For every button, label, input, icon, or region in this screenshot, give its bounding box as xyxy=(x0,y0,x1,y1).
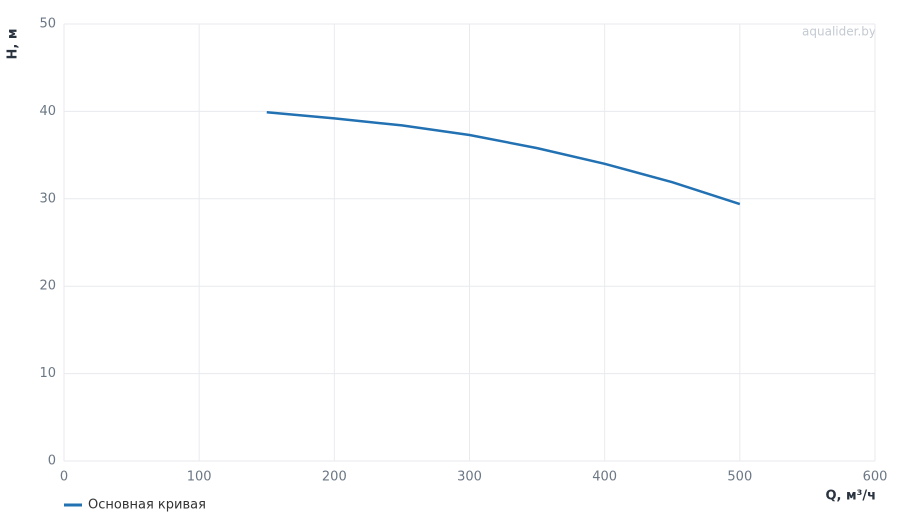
x-tick-label: 300 xyxy=(457,470,482,485)
y-tick-label: 40 xyxy=(39,104,56,119)
x-tick-label: 500 xyxy=(727,470,752,485)
y-axis-label: H, м xyxy=(6,29,21,60)
x-tick-label: 400 xyxy=(592,470,617,485)
y-tick-label: 50 xyxy=(39,17,56,32)
x-tick-label: 200 xyxy=(322,470,347,485)
y-tick-label: 0 xyxy=(48,454,56,469)
y-tick-label: 10 xyxy=(39,366,56,381)
x-axis-label: Q, м³/ч xyxy=(825,489,876,504)
legend-label: Основная кривая xyxy=(88,498,206,513)
watermark: aqualider.by xyxy=(802,25,876,39)
x-tick-label: 100 xyxy=(187,470,212,485)
x-tick-label: 0 xyxy=(60,470,68,485)
line xyxy=(266,111,741,206)
y-tick-label: 20 xyxy=(39,279,56,294)
y-tick-label: 30 xyxy=(39,191,56,206)
x-tick-label: 600 xyxy=(863,470,888,485)
